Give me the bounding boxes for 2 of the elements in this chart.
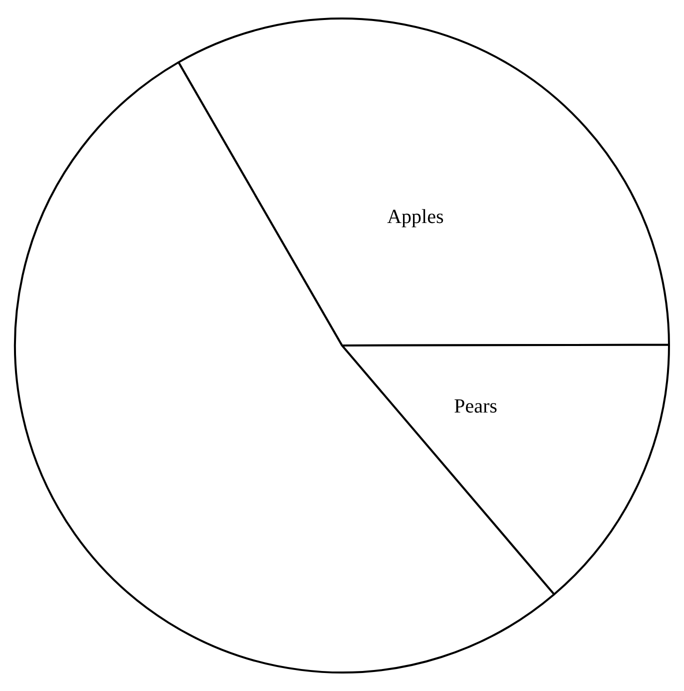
slice-label: Apples — [387, 206, 444, 228]
slice-label: Pears — [454, 395, 498, 418]
